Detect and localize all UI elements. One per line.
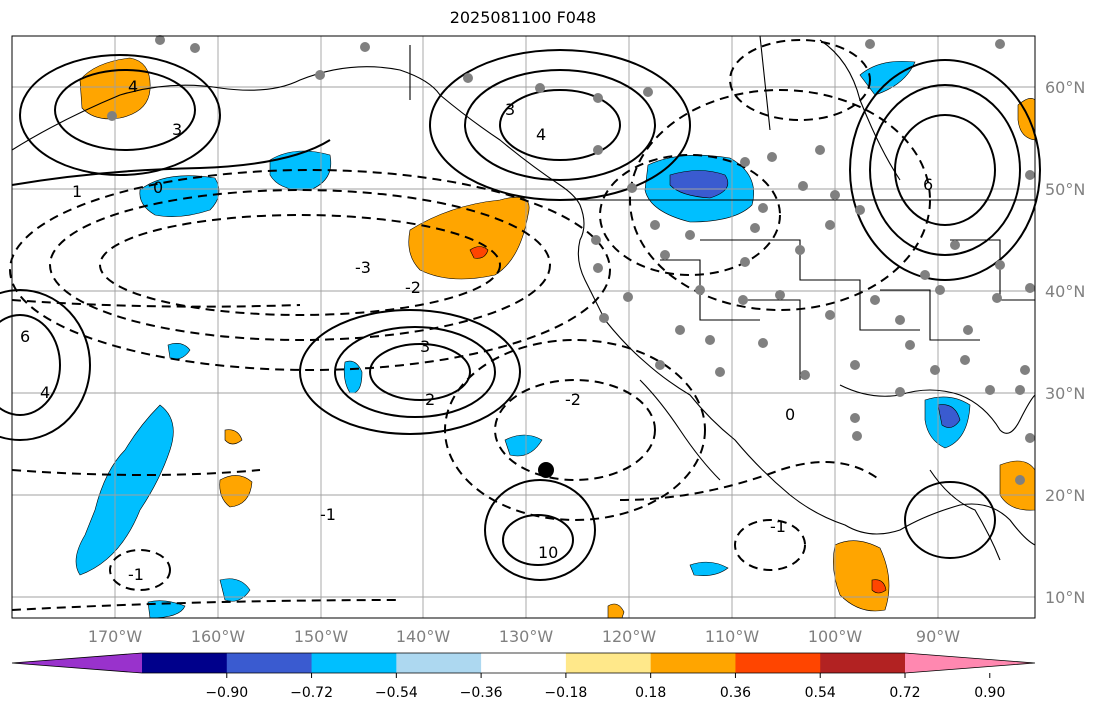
high-pressure-east-3 <box>849 59 1041 281</box>
contour-label-1: 1 <box>72 182 82 201</box>
orange-area-small-2 <box>219 475 253 508</box>
caribbean-contour <box>904 481 996 559</box>
contour-label-6: 6 <box>20 327 30 346</box>
contour-label-neg3: -3 <box>355 258 371 277</box>
lat-label: 20°N <box>1045 486 1085 505</box>
high-pressure-east-2 <box>869 84 1021 256</box>
colorbar-tick-label: 0.36 <box>720 685 751 701</box>
lon-label: 130°W <box>499 627 554 646</box>
lon-label: 170°W <box>88 627 143 646</box>
orange-area-small-1 <box>224 429 243 445</box>
blue-area-gulf <box>937 404 961 428</box>
contour-lines <box>0 49 1041 581</box>
high-pressure-west-1 <box>0 314 61 416</box>
lat-label: 30°N <box>1045 384 1085 403</box>
high-pressure-west-2 <box>0 289 91 441</box>
dashed-contours <box>9 39 931 611</box>
lon-label: 90°W <box>916 627 960 646</box>
red-area-mid-pacific <box>469 246 489 259</box>
colorbar-tick-label: −0.72 <box>290 685 333 701</box>
storm-center-marker <box>538 462 554 478</box>
colorbar-segment <box>142 653 228 673</box>
lat-label: 50°N <box>1045 180 1085 199</box>
lon-label: 110°W <box>705 627 760 646</box>
high-pressure-alaska-2 <box>19 54 221 176</box>
contour-label-0: 0 <box>153 178 163 197</box>
colorbar-segment <box>481 653 567 673</box>
colorbar-segment <box>396 653 482 673</box>
colorbar-tick-label: 0.54 <box>805 685 836 701</box>
contour-label-4b: 4 <box>536 125 546 144</box>
contour-label-0b: 0 <box>785 405 795 424</box>
colorbar-tick-label: 0.72 <box>889 685 920 701</box>
orange-area-mexico <box>833 540 890 612</box>
high-pressure-east-1 <box>894 114 996 226</box>
contour-label-4: 4 <box>128 77 138 96</box>
colorbar-extend-low <box>12 653 142 673</box>
lat-label: 60°N <box>1045 78 1085 97</box>
tropical-low-2 <box>484 479 596 581</box>
orange-area-small-3 <box>607 603 625 619</box>
tropical-low-1 <box>502 514 574 566</box>
contour-label-3: 3 <box>172 120 182 139</box>
cyan-area-small-3 <box>504 434 543 457</box>
contour-label-2: 2 <box>425 390 435 409</box>
high-pressure-nw-2 <box>464 69 656 181</box>
contour-label-neg2b: -2 <box>565 390 581 409</box>
high-pressure-pacific-1 <box>369 343 471 401</box>
map-title: 2025081100 F048 <box>449 8 597 27</box>
high-pressure-nw-3 <box>429 49 691 201</box>
contour-label-10: 10 <box>538 543 558 562</box>
colorbar-segment <box>226 653 313 673</box>
blue-area-canada <box>669 170 729 199</box>
coastlines <box>11 35 1036 561</box>
colorbar-tick-label: −0.36 <box>460 685 503 701</box>
colorbar-tick-label: −0.54 <box>375 685 418 701</box>
lon-label: 100°W <box>808 627 863 646</box>
graticule <box>12 36 1035 618</box>
colorbar-tick-label: 0.18 <box>635 685 666 701</box>
high-pressure-pacific-2 <box>334 326 496 418</box>
contour-label-3b: 3 <box>420 337 430 356</box>
colorbar-segment <box>650 653 736 673</box>
cyan-area-small-4 <box>689 561 729 576</box>
contour-label-neg1b: -1 <box>770 517 786 536</box>
latitude-labels: 60°N 50°N 40°N 30°N 20°N 10°N <box>1045 78 1085 607</box>
colorbar-segment <box>311 653 397 673</box>
red-area-mexico <box>871 579 887 594</box>
lon-label: 140°W <box>396 627 451 646</box>
lon-label: 150°W <box>294 627 349 646</box>
map-frame <box>11 35 1036 619</box>
contour-label-group: 1 0 4 3 -3 -2 3 2 -2 -1 4 3 6 4 10 -1 -1… <box>20 77 933 584</box>
high-pressure-pacific-3 <box>299 309 521 435</box>
colorbar-segment <box>735 653 821 673</box>
colorbar-tick-label: −0.90 <box>205 685 248 701</box>
colorbar-outline <box>11 652 1036 674</box>
colorbar-tick-label: −0.18 <box>544 685 587 701</box>
contour-label-4c: 4 <box>40 383 50 402</box>
contour-label-3c: 3 <box>505 100 515 119</box>
contour-label-neg2: -2 <box>405 278 421 297</box>
high-pressure-alaska-1 <box>54 69 196 151</box>
colorbar: −0.90 −0.72 −0.54 −0.36 −0.18 0.18 0.36 0.54 0.7… <box>11 652 1036 701</box>
colorbar-segment <box>565 653 652 673</box>
colorbar-extend-high <box>905 653 1035 673</box>
colorbar-tick-label: 0.90 <box>974 685 1005 701</box>
station-dots <box>107 35 1035 485</box>
colorbar-segment <box>820 653 906 673</box>
cyan-area-central-pacific <box>75 404 174 576</box>
contour-label-6b: 6 <box>923 175 933 194</box>
cyan-area-pacific-nw <box>139 175 220 217</box>
lat-label: 10°N <box>1045 588 1085 607</box>
contour-label-neg1c: -1 <box>128 565 144 584</box>
lon-label: 160°W <box>191 627 246 646</box>
lon-label: 120°W <box>602 627 657 646</box>
lat-label: 40°N <box>1045 282 1085 301</box>
high-pressure-nw-1 <box>499 89 621 161</box>
contour-label-neg1: -1 <box>320 505 336 524</box>
longitude-labels: 170°W 160°W 150°W 140°W 130°W 120°W 110°… <box>88 627 960 646</box>
